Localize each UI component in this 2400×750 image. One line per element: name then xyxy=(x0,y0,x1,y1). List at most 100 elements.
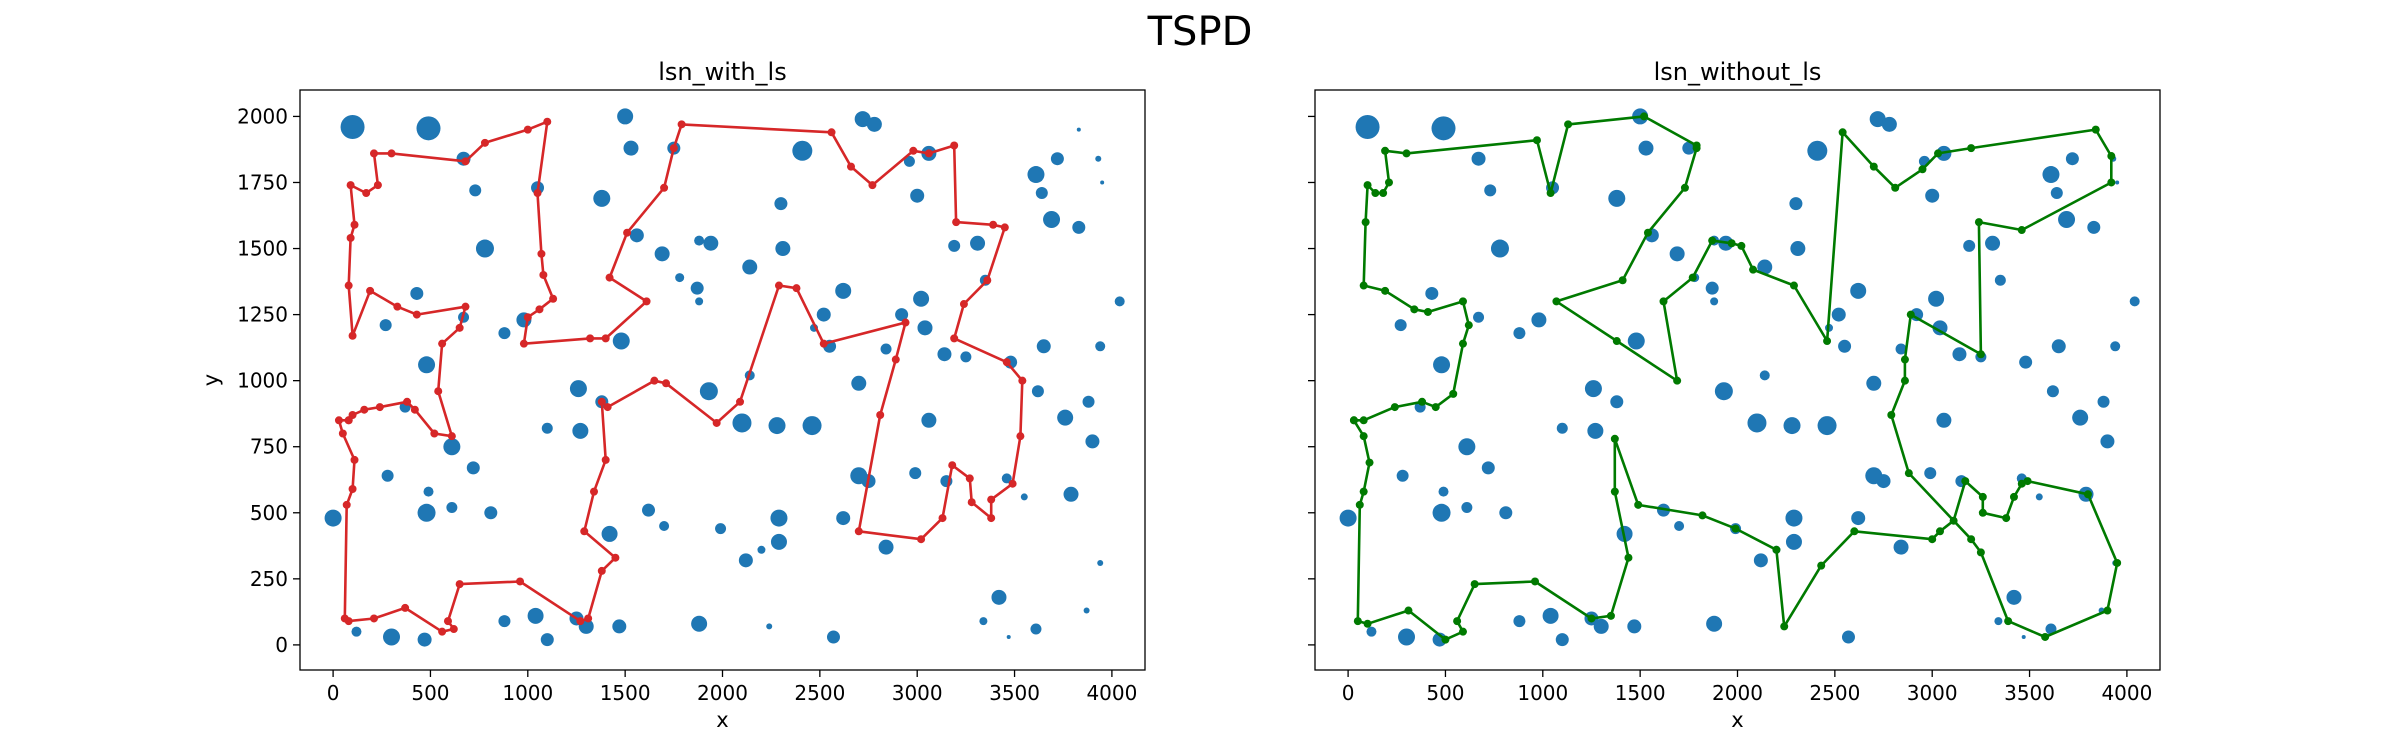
route-node xyxy=(580,527,589,536)
customer-point xyxy=(1705,281,1719,295)
customer-point xyxy=(1398,628,1416,646)
route-node xyxy=(344,281,353,290)
x-tick-label: 0 xyxy=(1342,681,1355,705)
y-tick-label: 750 xyxy=(250,435,288,459)
route-node xyxy=(1008,479,1017,488)
customer-point xyxy=(324,509,342,527)
customer-point xyxy=(1097,559,1104,566)
customer-point xyxy=(2072,409,2089,426)
customer-point xyxy=(642,503,656,517)
route-node xyxy=(660,183,669,192)
customer-point xyxy=(475,239,494,258)
route-node xyxy=(438,627,447,636)
route-node xyxy=(1410,305,1419,314)
customer-point xyxy=(991,589,1007,605)
route-node xyxy=(434,387,443,396)
customer-point xyxy=(418,356,436,374)
customer-point xyxy=(379,319,392,332)
customer-point xyxy=(690,281,704,295)
route-node xyxy=(1680,183,1689,192)
customer-point xyxy=(416,116,441,141)
customer-point xyxy=(1063,486,1079,502)
route-node xyxy=(2113,558,2122,567)
customer-point xyxy=(1050,152,1064,166)
x-tick-label: 3500 xyxy=(2004,681,2055,705)
customer-point xyxy=(909,467,922,480)
route-node xyxy=(1789,281,1798,290)
route-node xyxy=(543,117,552,126)
customer-point xyxy=(1031,385,1044,398)
panel-title: lsn_without_ls xyxy=(1654,58,1822,86)
route-node xyxy=(989,220,998,229)
customer-point xyxy=(1674,520,1685,531)
route-node xyxy=(2002,514,2011,523)
route-node xyxy=(340,614,349,623)
customer-point xyxy=(850,467,868,485)
route-node xyxy=(1708,236,1717,245)
route-node xyxy=(2009,492,2018,501)
customer-point xyxy=(2046,385,2059,398)
customer-point xyxy=(1396,469,1409,482)
route-node xyxy=(1918,165,1927,174)
route-node xyxy=(1928,535,1937,544)
route-node xyxy=(1381,146,1390,155)
customer-point xyxy=(757,545,766,554)
customer-point xyxy=(1339,509,1357,527)
panel-lsn_with_ls: lsn_with_ls0 500 1000 1500 2000 2500 3000 3500 4… xyxy=(199,58,1146,732)
axes-frame xyxy=(299,89,1146,671)
route-node xyxy=(334,416,343,425)
route-node xyxy=(1659,297,1668,306)
customer-point xyxy=(1473,311,1485,323)
route-node xyxy=(1737,241,1746,250)
customer-point xyxy=(498,615,511,628)
customer-point xyxy=(1985,235,2001,251)
customer-point xyxy=(851,375,867,391)
route-node xyxy=(774,281,783,290)
route-node xyxy=(516,577,525,586)
customer-point xyxy=(1807,140,1828,161)
customer-point xyxy=(732,413,752,433)
customer-point xyxy=(1783,417,1801,435)
customer-points xyxy=(324,108,1125,647)
route-node xyxy=(461,157,470,166)
route-node xyxy=(950,334,959,343)
route-node xyxy=(987,514,996,523)
route-node xyxy=(1449,389,1458,398)
route-node xyxy=(1904,469,1913,478)
customer-point xyxy=(1831,307,1846,322)
route-node xyxy=(1688,273,1697,282)
route-node xyxy=(393,302,402,311)
route-node xyxy=(447,432,456,441)
customer-point xyxy=(699,382,718,401)
route-node xyxy=(948,461,957,470)
customer-point xyxy=(979,617,988,626)
route-node xyxy=(1379,189,1388,198)
route-node xyxy=(901,318,910,327)
y-tick-label: 1250 xyxy=(237,303,288,327)
customer-point xyxy=(880,343,892,355)
customer-point xyxy=(1461,501,1473,513)
x-tick-label: 2000 xyxy=(697,681,748,705)
customer-point xyxy=(1841,630,1855,644)
customer-point xyxy=(1072,220,1086,234)
customer-point xyxy=(654,246,670,262)
route-node xyxy=(523,313,532,322)
route-node xyxy=(344,416,353,425)
customer-point xyxy=(1627,619,1642,634)
route-node xyxy=(519,339,528,348)
customer-point xyxy=(340,114,365,139)
route-node xyxy=(430,429,439,438)
route-node xyxy=(1363,181,1372,190)
customer-point xyxy=(1593,618,1609,634)
customer-point xyxy=(835,282,852,299)
route-node xyxy=(1441,635,1450,644)
customer-point xyxy=(1895,343,1907,355)
route-node xyxy=(1731,524,1740,533)
route-node xyxy=(1359,487,1368,496)
route-node xyxy=(1016,432,1025,441)
customer-point xyxy=(836,511,851,526)
route-node xyxy=(1355,500,1364,509)
customer-point xyxy=(541,422,553,434)
customer-point xyxy=(1076,127,1081,132)
customer-point xyxy=(1881,116,1897,132)
